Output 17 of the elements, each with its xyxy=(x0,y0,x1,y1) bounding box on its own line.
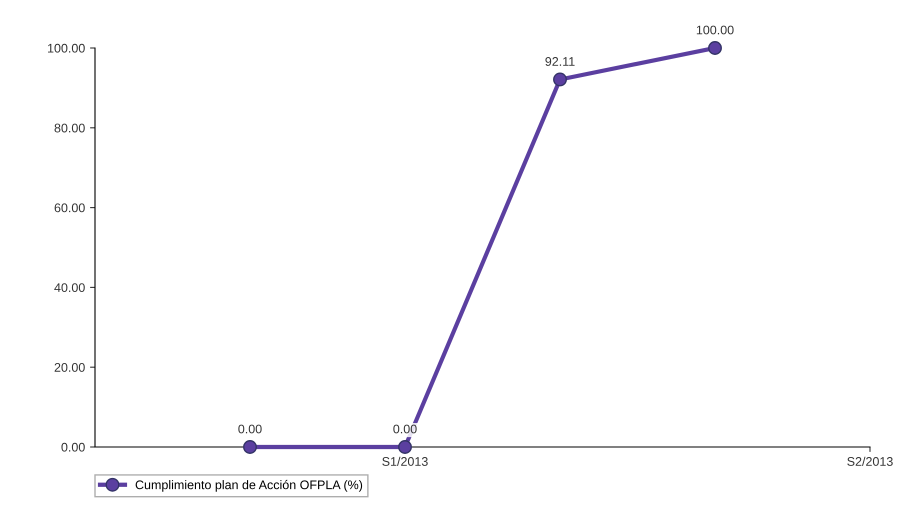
text: 0.00 xyxy=(393,424,417,434)
y-tick-label: 60.00 xyxy=(54,203,85,212)
y-tick-label: 20.00 xyxy=(54,363,85,372)
y-tick-label: 100.00 xyxy=(48,44,85,53)
text: 100.00 xyxy=(696,26,734,34)
x-tick-label: S2/2013 xyxy=(847,456,893,466)
point xyxy=(553,72,567,86)
point xyxy=(708,41,722,55)
y-tick-label: 40.00 xyxy=(54,283,85,292)
text: 92.11 xyxy=(545,57,575,66)
text: 0.00 xyxy=(238,424,262,434)
legend-label: Cumplimiento plan de Acción OFPLA (%) xyxy=(136,480,362,492)
point xyxy=(398,440,412,454)
x-tick-label: S1/2013 xyxy=(382,456,428,466)
y-tick-label: 80.00 xyxy=(54,124,85,132)
point xyxy=(243,440,257,454)
y-tick-label: 0.00 xyxy=(61,442,85,452)
